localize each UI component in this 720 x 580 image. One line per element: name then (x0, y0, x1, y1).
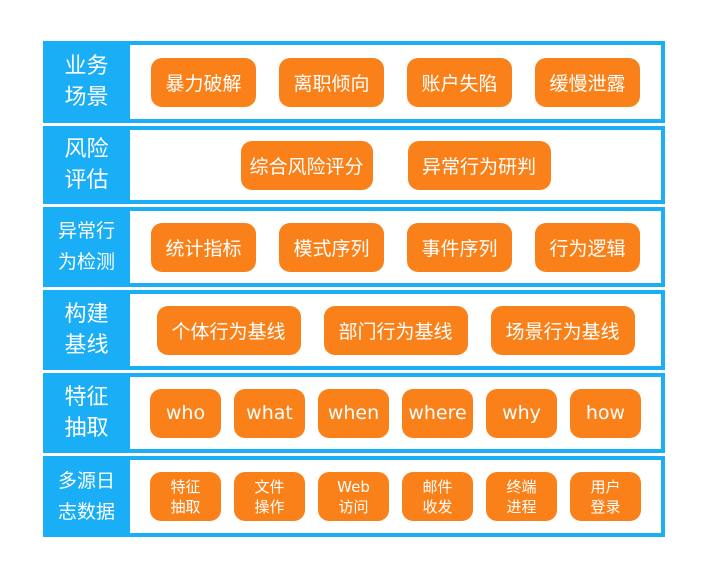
row-feature-extraction: 特征 抽取 who what when where why how (43, 373, 665, 453)
item-pill: who (150, 388, 221, 438)
row-label-text: 特征 抽取 (64, 385, 109, 441)
row-label: 构建 基线 (43, 290, 130, 370)
item-pill: 特征 抽取 (150, 472, 221, 521)
item-pill: 终端 进程 (486, 472, 557, 521)
item-pill: 模式序列 (279, 222, 384, 272)
row-label: 异常行 为检测 (43, 207, 130, 287)
row-risk-assessment: 风险 评估 综合风险评分 异常行为研判 (43, 126, 665, 204)
item-pill: 场景行为基线 (490, 305, 635, 355)
item-pill: 统计指标 (151, 222, 256, 272)
row-label-text: 风险 评估 (64, 137, 109, 193)
row-business-scenarios: 业务 场景 暴力破解 离职倾向 账户失陷 缓慢泄露 (43, 41, 665, 123)
item-pill: 用户 登录 (570, 472, 641, 521)
item-pill: 行为逻辑 (535, 222, 640, 272)
row-label: 风险 评估 (43, 126, 130, 204)
row-panel: 统计指标 模式序列 事件序列 行为逻辑 (130, 211, 661, 283)
item-pill: 异常行为研判 (407, 140, 551, 190)
item-pill: 事件序列 (407, 222, 512, 272)
item-pill: 综合风险评分 (240, 140, 373, 190)
row-baseline: 构建 基线 个体行为基线 部门行为基线 场景行为基线 (43, 290, 665, 370)
row-panel: 综合风险评分 异常行为研判 (130, 130, 661, 200)
row-label-text: 构建 基线 (64, 302, 109, 358)
item-pill: 账户失陷 (407, 57, 512, 107)
item-pill: 暴力破解 (151, 57, 256, 107)
row-panel: 个体行为基线 部门行为基线 场景行为基线 (130, 294, 661, 366)
row-label-text: 多源日 志数据 (57, 469, 115, 523)
row-panel: who what when where why how (130, 377, 661, 449)
item-pill: what (234, 388, 305, 438)
item-pill: 文件 操作 (234, 472, 305, 521)
row-log-sources: 多源日 志数据 特征 抽取 文件 操作 Web 访问 邮件 收发 终端 进程 用… (43, 456, 665, 537)
item-pill: 离职倾向 (279, 57, 384, 107)
item-pill: 缓慢泄露 (535, 57, 640, 107)
row-label: 特征 抽取 (43, 373, 130, 453)
item-pill: Web 访问 (318, 472, 389, 521)
item-pill: 邮件 收发 (402, 472, 473, 521)
row-panel: 暴力破解 离职倾向 账户失陷 缓慢泄露 (130, 45, 661, 119)
item-pill: how (570, 388, 641, 438)
item-pill: 个体行为基线 (156, 305, 301, 355)
row-panel: 特征 抽取 文件 操作 Web 访问 邮件 收发 终端 进程 用户 登录 (130, 460, 661, 533)
row-label-text: 业务 场景 (64, 54, 109, 110)
row-label: 业务 场景 (43, 41, 130, 123)
item-pill: 部门行为基线 (323, 305, 468, 355)
layered-diagram: 业务 场景 暴力破解 离职倾向 账户失陷 缓慢泄露 风险 评估 综合风险评分 异… (43, 41, 665, 540)
item-pill: when (318, 388, 389, 438)
item-pill: where (402, 388, 473, 438)
row-label-text: 异常行 为检测 (57, 220, 115, 273)
item-pill: why (486, 388, 557, 438)
row-anomaly-detection: 异常行 为检测 统计指标 模式序列 事件序列 行为逻辑 (43, 207, 665, 287)
row-label: 多源日 志数据 (43, 456, 130, 537)
